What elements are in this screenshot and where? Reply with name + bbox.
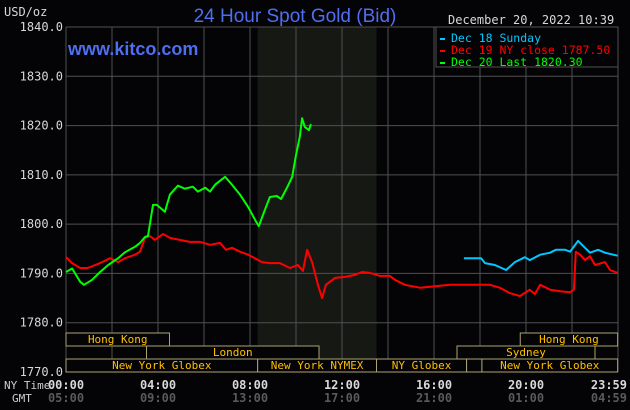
gmt-tick: 13:00 [232, 391, 268, 405]
session-box [466, 358, 483, 373]
session-label: New York Globex [112, 359, 212, 372]
y-tick-label: 1800.0 [20, 217, 63, 231]
gmt-label: GMT [12, 392, 32, 405]
gmt-tick: 21:00 [416, 391, 452, 405]
legend-swatch-dec19 [440, 50, 445, 52]
session-label: Hong Kong [88, 333, 148, 346]
y-tick-label: 1780.0 [20, 316, 63, 330]
ny-time-tick: 23:59 [591, 378, 627, 392]
timestamp: December 20, 2022 10:39 [448, 13, 614, 27]
ny-time-tick: 04:00 [140, 378, 176, 392]
y-tick-label: 1790.0 [20, 266, 63, 280]
legend: Dec 18 Sunday Dec 19 NY close 1787.50 De… [435, 26, 619, 69]
session-label: NY Globex [392, 359, 452, 372]
y-axis-unit: USD/oz [4, 5, 47, 19]
y-tick-label: 1840.0 [20, 20, 63, 34]
session-box [65, 332, 170, 347]
ny-time-tick: 20:00 [508, 378, 544, 392]
legend-dec18: Dec 18 Sunday [451, 31, 541, 45]
series-line-dec19 [65, 233, 618, 300]
gmt-tick: 09:00 [140, 391, 176, 405]
legend-swatch-dec18 [440, 38, 445, 40]
gmt-tick: 04:59 [591, 391, 627, 405]
y-axis: 1840.0 1830.0 1820.0 1810.0 1800.0 1790.0 1780… [20, 20, 63, 379]
ny-time-tick: 12:00 [324, 378, 360, 392]
y-tick-label: 1820.0 [20, 119, 63, 133]
gmt-tick: 05:00 [48, 391, 84, 405]
nymex-session-shade [257, 27, 377, 372]
ny-time-tick: 16:00 [416, 378, 452, 392]
session-label: Hong Kong [539, 333, 599, 346]
chart-title: 24 Hour Spot Gold (Bid) [194, 6, 397, 27]
ny-time-tick: 00:00 [48, 378, 84, 392]
series-lines [65, 117, 618, 300]
session-label: New York NYMEX [271, 359, 364, 372]
gmt-tick: 17:00 [324, 391, 360, 405]
x-axis: 00:00 04:00 08:00 12:00 16:00 20:00 23:59 05:00… [48, 378, 627, 405]
ny-time-tick: 08:00 [232, 378, 268, 392]
y-tick-label: 1810.0 [20, 168, 63, 182]
session-label: London [213, 346, 253, 359]
legend-dec19: Dec 19 NY close 1787.50 [451, 43, 610, 57]
series-line-dec20 [65, 117, 312, 286]
session-label: New York Globex [500, 359, 600, 372]
kitco-watermark: www.kitco.com [67, 39, 198, 59]
gmt-tick: 01:00 [508, 391, 544, 405]
y-tick-label: 1770.0 [20, 365, 63, 379]
grid [65, 26, 619, 373]
ny-time-label: NY Time [4, 379, 50, 392]
y-tick-label: 1830.0 [20, 69, 63, 83]
legend-swatch-dec20 [440, 62, 445, 64]
legend-dec20: Dec 20 Last 1820.30 [451, 55, 583, 69]
series-line-dec18 [463, 239, 618, 271]
session-box [519, 332, 619, 347]
session-label: Sydney [506, 346, 546, 359]
